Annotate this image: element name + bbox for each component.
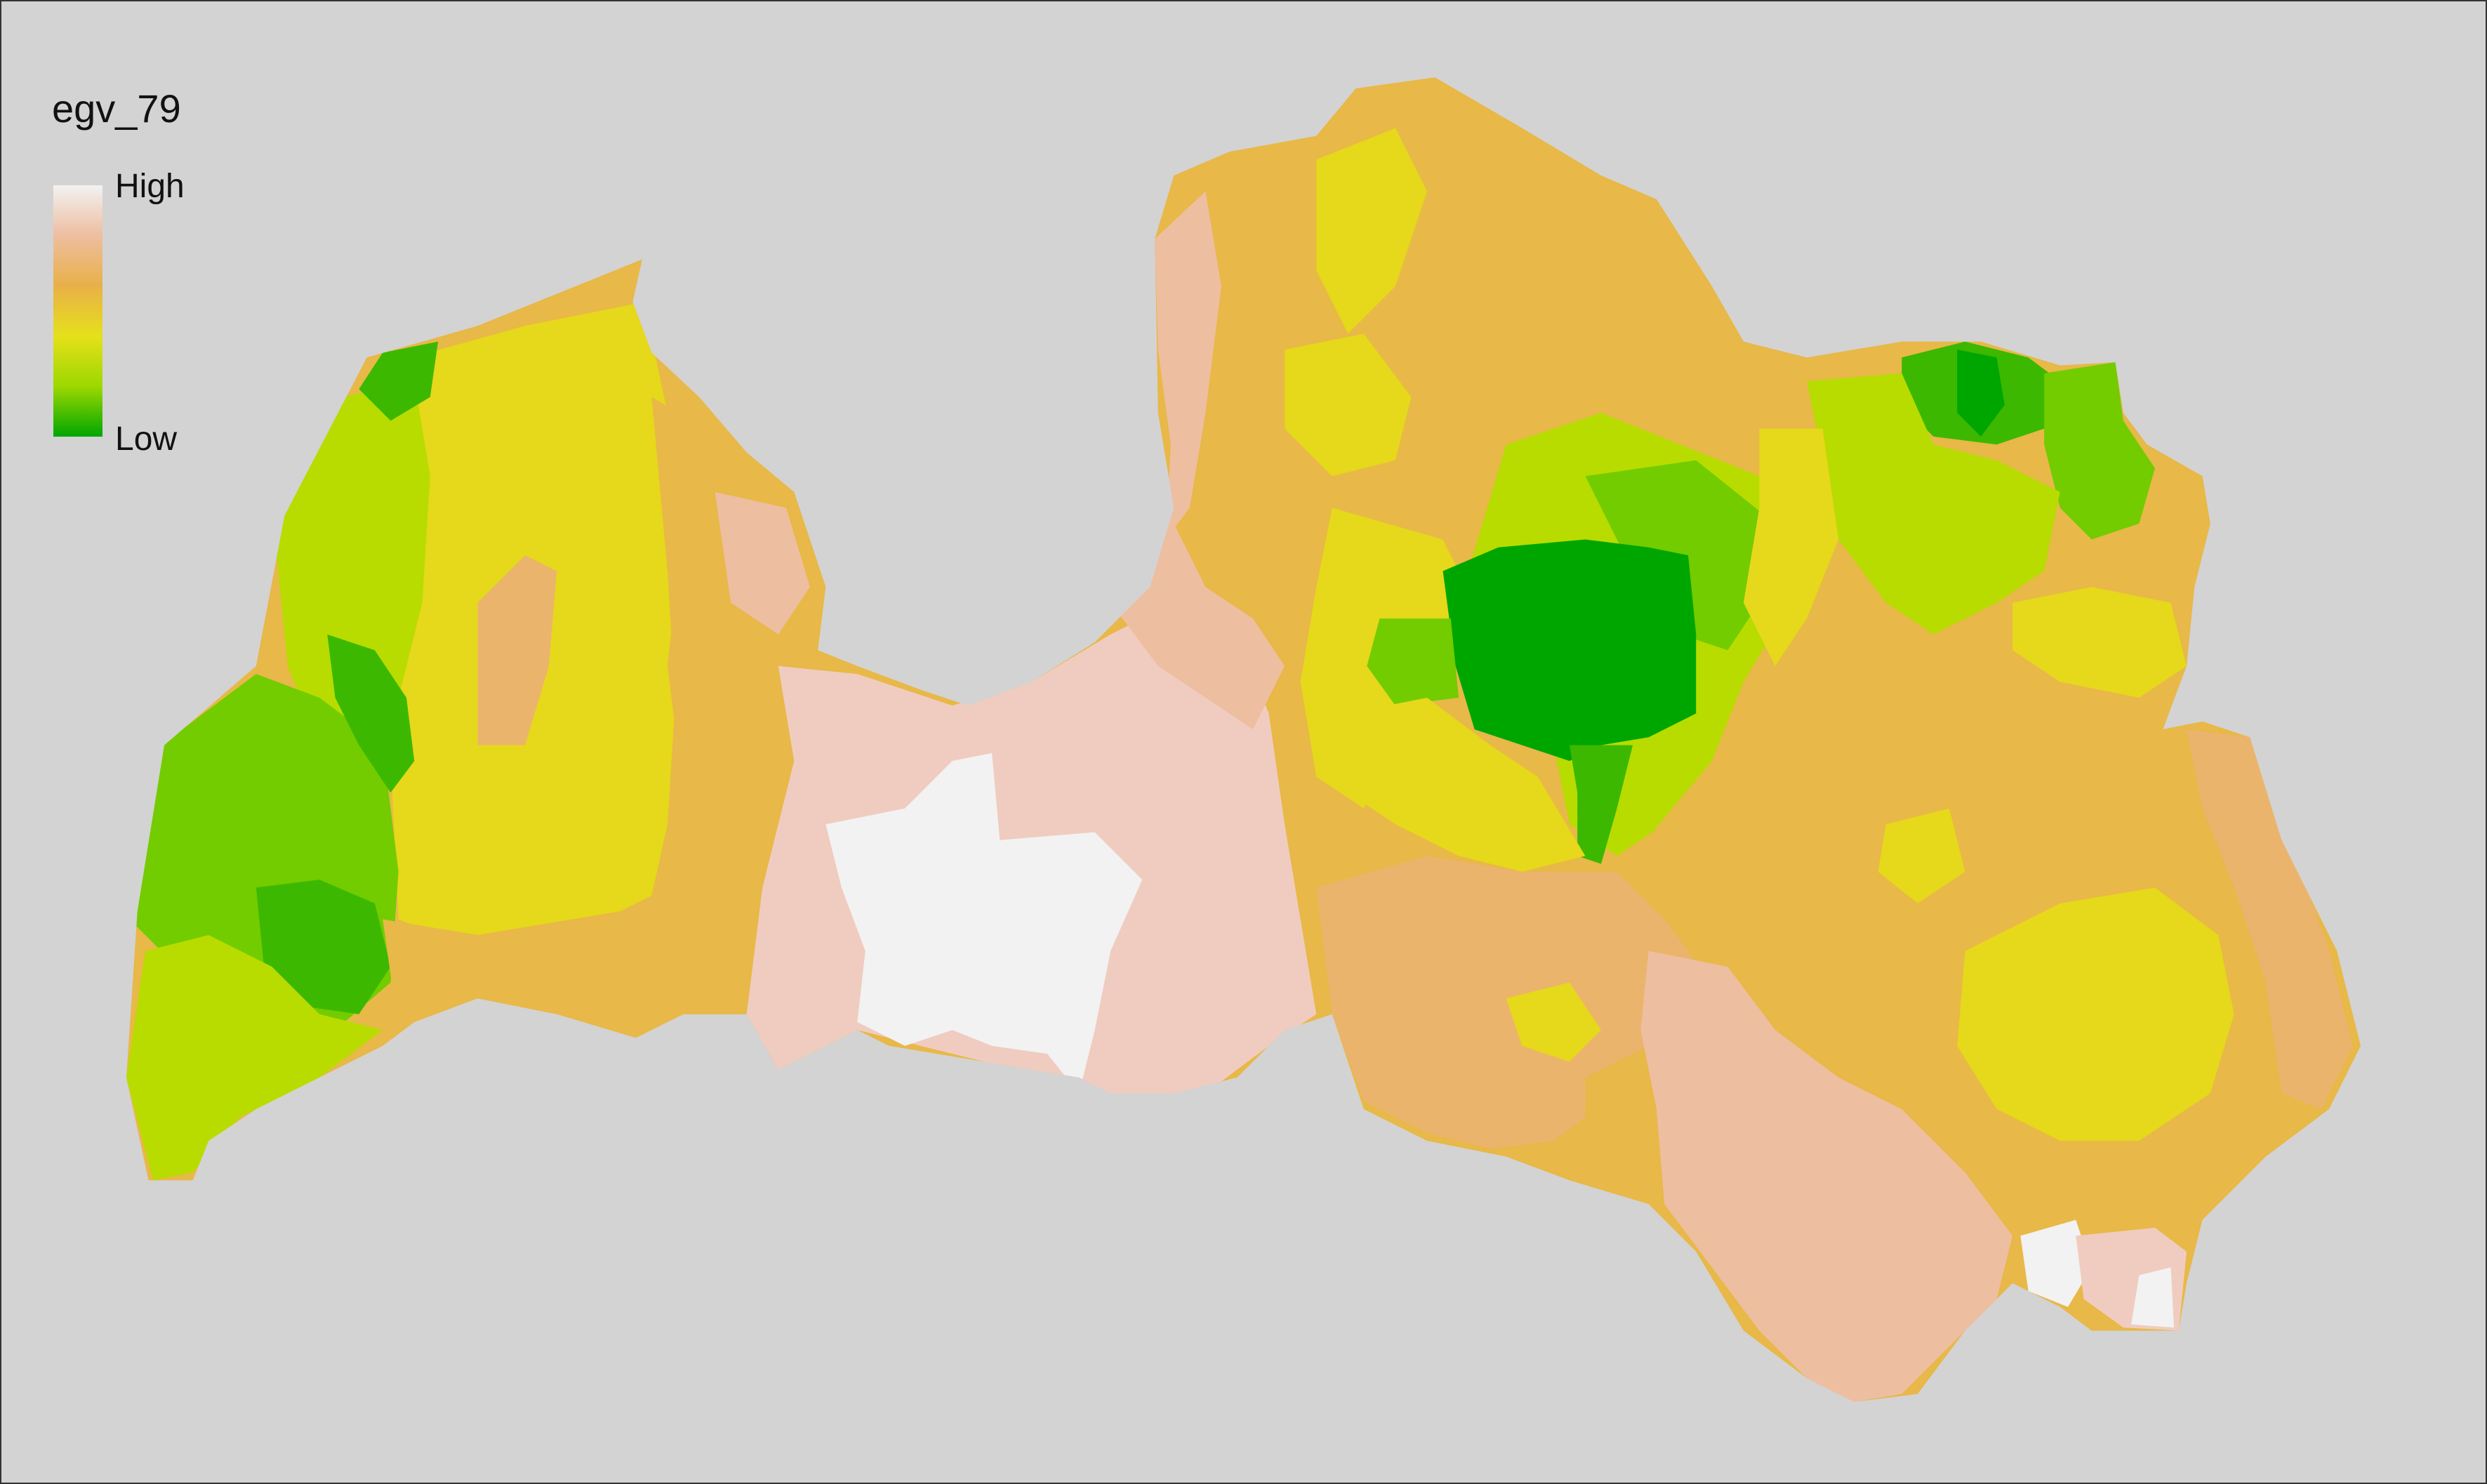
zone-southeast-high bbox=[1640, 950, 2013, 1403]
zone-south-central-yellow bbox=[1506, 982, 1601, 1062]
zone-northeast-yellow-2 bbox=[2012, 587, 2187, 698]
zone-latgale-east-pink bbox=[2187, 729, 2353, 1109]
legend-high-label: High bbox=[115, 168, 185, 205]
zone-vidzeme-west-coast bbox=[1155, 191, 1221, 540]
zone-kurzeme-south bbox=[383, 903, 747, 1031]
zone-kurzeme-coast-yellowgreen bbox=[272, 381, 430, 762]
zone-northeast-yellow bbox=[1743, 428, 1839, 666]
legend-color-bar bbox=[53, 185, 102, 437]
zone-vidzeme-yellow-2 bbox=[1285, 333, 1412, 477]
zone-northwest-tip bbox=[359, 341, 439, 421]
zone-southeast-white bbox=[2020, 1219, 2092, 1307]
zone-southeast-white-2 bbox=[2131, 1267, 2175, 1328]
zone-northeast-green bbox=[2044, 362, 2155, 540]
zone-zemgale-high bbox=[825, 753, 1143, 1094]
zone-kurzeme-east bbox=[477, 555, 557, 746]
zone-vidzeme-yellow-1 bbox=[1316, 128, 1427, 334]
zone-vidzeme-lower-yellow bbox=[1348, 697, 1586, 872]
zone-kurzeme-pink bbox=[715, 491, 810, 635]
zone-southwest-coast bbox=[126, 935, 383, 1181]
zone-vidzeme-central-lowest bbox=[1443, 539, 1697, 762]
zone-southwest-darkgreen bbox=[256, 880, 391, 1014]
zone-west-coast-darkgreen bbox=[327, 634, 415, 793]
zone-northeast-yellowgreen bbox=[1807, 373, 2060, 635]
legend-title: egv_79 bbox=[52, 86, 181, 131]
zone-riga-gulf-coast bbox=[1110, 523, 1285, 729]
zone-latgale-yellow-2 bbox=[1878, 808, 1965, 903]
zone-latgale-yellow bbox=[1957, 887, 2234, 1141]
zone-northeast-darkest bbox=[1957, 349, 2005, 437]
legend-low-label: Low bbox=[115, 420, 178, 458]
zone-vidzeme-left-green bbox=[1367, 618, 1459, 706]
zone-vidzeme-dark-spur bbox=[1569, 745, 1633, 864]
